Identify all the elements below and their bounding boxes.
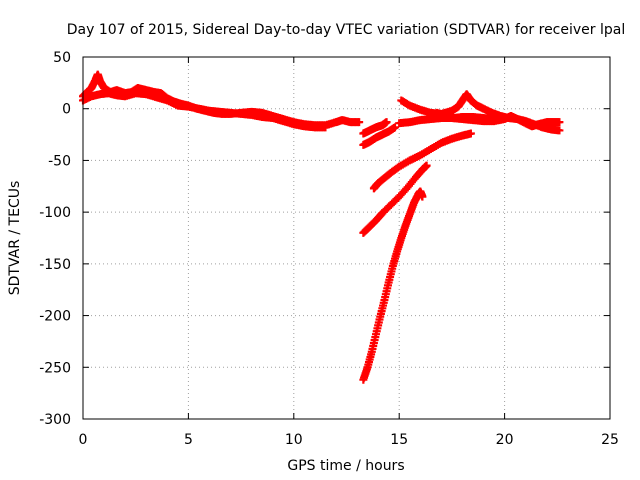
data-point — [355, 118, 364, 127]
chart-title: Day 107 of 2015, Sidereal Day-to-day VTE… — [67, 22, 625, 38]
y-tick-label: 0 — [62, 102, 71, 118]
data-point — [422, 161, 431, 170]
data-series — [359, 187, 427, 384]
data-point — [466, 129, 475, 138]
data-series — [79, 89, 330, 132]
plot-frame — [82, 56, 611, 420]
data-series — [433, 108, 515, 124]
x-axis-label: GPS time / hours — [287, 458, 404, 474]
y-tick-label: -150 — [39, 257, 71, 273]
data-series — [359, 118, 391, 138]
grid-lines — [83, 57, 610, 419]
tick-labels: 0 5 10 15 20 25 50 0 -50 -100 -150 -200 -250 -300 — [39, 50, 619, 448]
data-point — [555, 126, 564, 135]
data-point — [390, 123, 399, 132]
axis-ticks — [82, 56, 611, 420]
data-series — [369, 129, 475, 193]
data-point — [382, 118, 391, 127]
x-tick-label: 5 — [184, 432, 193, 448]
y-axis-label: SDTVAR / TECUs — [7, 181, 23, 296]
data-point — [321, 123, 330, 132]
x-tick-label: 25 — [601, 432, 619, 448]
y-tick-label: -300 — [39, 412, 71, 428]
data-points — [79, 70, 564, 384]
y-tick-label: -250 — [39, 360, 71, 376]
data-series — [359, 161, 431, 237]
x-tick-label: 0 — [79, 432, 88, 448]
x-tick-label: 15 — [390, 432, 408, 448]
x-tick-label: 10 — [285, 432, 303, 448]
data-series — [397, 90, 564, 135]
y-tick-label: -50 — [48, 153, 71, 169]
x-tick-label: 20 — [496, 432, 514, 448]
data-point — [418, 192, 427, 201]
y-tick-label: 50 — [53, 50, 71, 66]
data-series — [359, 123, 399, 149]
y-tick-label: -200 — [39, 309, 71, 325]
data-point — [555, 118, 564, 127]
data-point — [506, 112, 515, 121]
y-tick-label: -100 — [39, 205, 71, 221]
